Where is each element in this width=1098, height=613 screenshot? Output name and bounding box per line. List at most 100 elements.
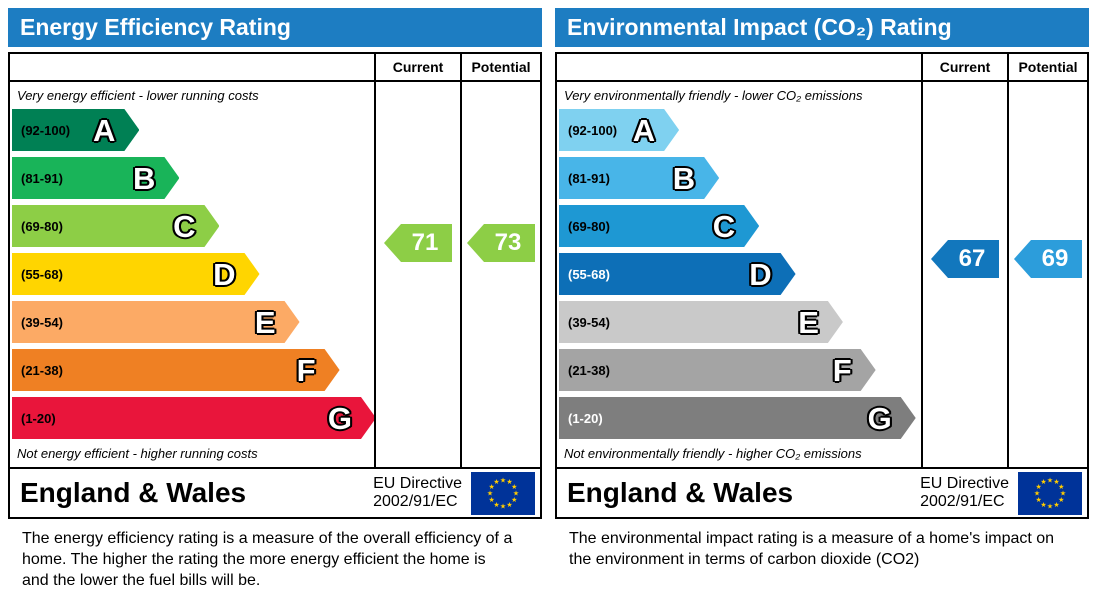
band-a: (92-100) A: [12, 109, 139, 151]
panel-title-bar: Energy Efficiency Rating: [8, 8, 542, 47]
column-header-potential: Potential: [460, 54, 540, 80]
band-letter: G: [327, 400, 352, 436]
column-header-potential: Potential: [1007, 54, 1087, 80]
svg-text:★: ★: [487, 489, 493, 497]
potential-column: 73: [460, 82, 540, 467]
band-g: (1-20) G: [12, 397, 376, 439]
svg-text:★: ★: [500, 502, 506, 510]
svg-text:★: ★: [1034, 489, 1040, 497]
bands-area: Very environmentally friendly - lower CO…: [557, 82, 921, 467]
top-caption: Very energy efficient - lower running co…: [17, 88, 259, 103]
rating-chart: Current Potential Very environmentally f…: [555, 52, 1089, 519]
band-range-label: (1-20): [21, 410, 56, 426]
svg-text:★: ★: [1040, 500, 1046, 508]
potential-column: 69: [1007, 82, 1087, 467]
band-letter: B: [133, 160, 156, 196]
svg-text:★: ★: [1040, 478, 1046, 486]
svg-text:★: ★: [1058, 496, 1064, 504]
current-rating-indicator: 71: [384, 224, 452, 262]
svg-text:★: ★: [506, 478, 512, 486]
band-letter: D: [749, 256, 772, 292]
band-range-label: (92-100): [21, 122, 71, 138]
band-range-label: (81-91): [21, 170, 63, 186]
band-range-label: (21-38): [568, 362, 610, 378]
band-c: (69-80) C: [12, 205, 219, 247]
band-g: (1-20) G: [559, 397, 916, 439]
current-rating-value: 67: [958, 245, 986, 272]
svg-text:★: ★: [1036, 496, 1042, 504]
eu-directive-line2: 2002/91/EC: [920, 493, 1005, 510]
bottom-caption: Not environmentally friendly - higher CO…: [564, 446, 862, 461]
band-letter: A: [93, 112, 116, 148]
svg-text:★: ★: [489, 496, 495, 504]
top-caption: Very environmentally friendly - lower CO…: [564, 88, 863, 103]
description-text: The environmental impact rating is a mea…: [569, 530, 1055, 568]
svg-text:★: ★: [511, 496, 517, 504]
band-letter: G: [867, 400, 892, 436]
potential-rating-value: 69: [1041, 245, 1069, 272]
description-text: The energy efficiency rating is a measur…: [22, 530, 513, 589]
bands-area: Very energy efficient - lower running co…: [10, 82, 374, 467]
svg-text:★: ★: [506, 500, 512, 508]
chart-footer: England & Wales EU Directive 2002/91/EC …: [557, 467, 1087, 517]
current-rating-indicator: 67: [931, 240, 999, 278]
band-b: (81-91) B: [559, 157, 719, 199]
band-letter: C: [712, 208, 736, 244]
panel-title: Energy Efficiency Rating: [20, 14, 291, 40]
eu-directive-line2: 2002/91/EC: [373, 493, 458, 510]
band-range-label: (39-54): [21, 314, 63, 330]
chart-body: Very energy efficient - lower running co…: [10, 82, 540, 467]
band-range-label: (1-20): [568, 410, 603, 426]
svg-text:★: ★: [493, 500, 499, 508]
band-range-label: (55-68): [21, 266, 63, 282]
rating-chart: Current Potential Very energy efficient …: [8, 52, 542, 519]
column-header-row: Current Potential: [557, 54, 1087, 82]
eu-directive-line1: EU Directive: [920, 474, 1009, 492]
svg-text:★: ★: [1047, 476, 1053, 484]
band-c: (69-80) C: [559, 205, 759, 247]
column-header-row: Current Potential: [10, 54, 540, 82]
band-range-label: (81-91): [568, 170, 610, 186]
column-header-current: Current: [921, 54, 1007, 80]
current-column: 71: [374, 82, 460, 467]
band-f: (21-38) F: [559, 349, 876, 391]
band-letter: B: [672, 160, 696, 196]
band-e: (39-54) E: [12, 301, 300, 343]
eu-directive-line1: EU Directive: [373, 474, 462, 492]
svg-text:★: ★: [493, 478, 499, 486]
svg-text:★: ★: [513, 489, 519, 497]
band-letter: F: [296, 352, 316, 388]
svg-text:★: ★: [511, 483, 517, 491]
bottom-caption: Not energy efficient - higher running co…: [17, 446, 258, 461]
band-range-label: (92-100): [568, 122, 618, 138]
band-range-label: (69-80): [21, 218, 63, 234]
band-f: (21-38) F: [12, 349, 340, 391]
band-letter: C: [173, 208, 196, 244]
environmental-impact-panel: Environmental Impact (CO₂) Rating Curren…: [555, 8, 1089, 591]
eu-directive-label: EU Directive 2002/91/EC: [373, 475, 471, 512]
svg-text:★: ★: [1036, 483, 1042, 491]
panel-title: Environmental Impact (CO₂) Rating: [567, 14, 952, 40]
svg-text:★: ★: [1053, 478, 1059, 486]
column-header-current: Current: [374, 54, 460, 80]
band-range-label: (55-68): [568, 266, 610, 282]
eu-flag-icon: ★ ★★ ★★★ ★★★ ★★★: [1018, 471, 1082, 515]
svg-text:★: ★: [1058, 483, 1064, 491]
svg-text:★: ★: [500, 476, 506, 484]
band-a: (92-100) A: [559, 109, 679, 151]
chart-footer: England & Wales EU Directive 2002/91/EC …: [10, 467, 540, 517]
eu-directive-label: EU Directive 2002/91/EC: [920, 475, 1018, 512]
svg-text:★: ★: [489, 483, 495, 491]
potential-rating-indicator: 73: [467, 224, 535, 262]
band-e: (39-54) E: [559, 301, 843, 343]
region-label: England & Wales: [20, 477, 247, 508]
band-letter: F: [832, 352, 852, 388]
band-letter: E: [798, 304, 819, 340]
column-header-spacer: [557, 54, 921, 80]
band-letter: D: [213, 256, 236, 292]
svg-text:★: ★: [1047, 502, 1053, 510]
chart-body: Very environmentally friendly - lower CO…: [557, 82, 1087, 467]
current-column: 67: [921, 82, 1007, 467]
column-header-spacer: [10, 54, 374, 80]
band-d: (55-68) D: [559, 253, 796, 295]
